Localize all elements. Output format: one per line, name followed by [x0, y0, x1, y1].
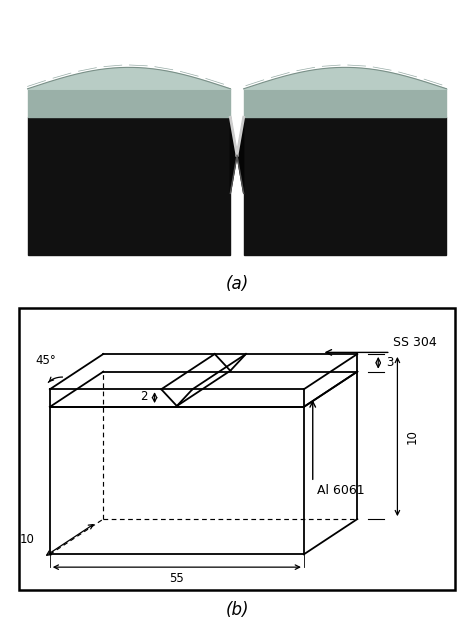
Polygon shape [27, 117, 230, 256]
Text: (b): (b) [225, 601, 249, 619]
Text: Al 6061: Al 6061 [317, 484, 365, 496]
Text: 10: 10 [20, 533, 35, 547]
Text: 10: 10 [405, 429, 419, 444]
Text: SS 304: SS 304 [393, 336, 437, 349]
Polygon shape [27, 89, 230, 117]
Polygon shape [244, 117, 447, 256]
Text: (a): (a) [225, 275, 249, 293]
Polygon shape [244, 89, 447, 117]
Text: 2: 2 [140, 389, 148, 403]
Text: 45°: 45° [35, 354, 56, 367]
Text: 55: 55 [170, 572, 184, 585]
Polygon shape [237, 117, 244, 193]
Text: 3: 3 [386, 356, 393, 370]
Polygon shape [230, 117, 237, 193]
